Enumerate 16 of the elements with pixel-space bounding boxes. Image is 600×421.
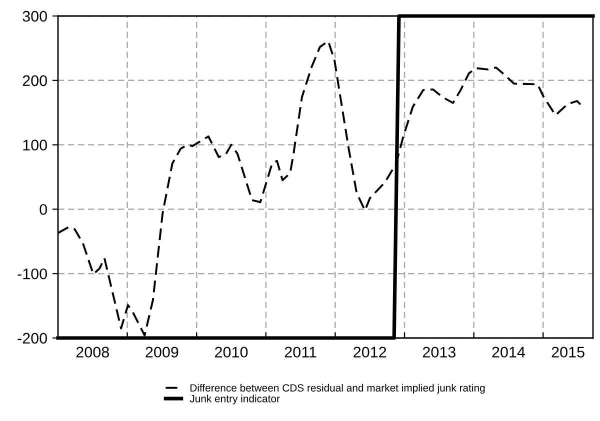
y-tick-label: 200 — [22, 75, 47, 86]
x-tick-label: 2008 — [76, 346, 109, 358]
y-tick-label: 100 — [23, 140, 47, 150]
y-tick-label: 300 — [22, 10, 47, 22]
legend-label: Difference between CDS residual and market implied junk rating — [190, 384, 485, 394]
x-tick-label: 2013 — [422, 346, 456, 358]
x-tick-label: 2012 — [354, 346, 386, 358]
x-tick-label: 2015 — [552, 346, 584, 358]
y-tick-label: -100 — [18, 268, 47, 280]
y-tick-label: -200 — [18, 332, 47, 344]
x-tick-label: 2011 — [284, 346, 316, 358]
y-tick-label: 0 — [40, 204, 47, 215]
legend-label: Junk entry indicator — [190, 394, 280, 404]
x-tick-label: 2010 — [215, 346, 248, 358]
x-tick-label: 2014 — [492, 346, 525, 358]
x-tick-label: 2009 — [146, 346, 178, 358]
